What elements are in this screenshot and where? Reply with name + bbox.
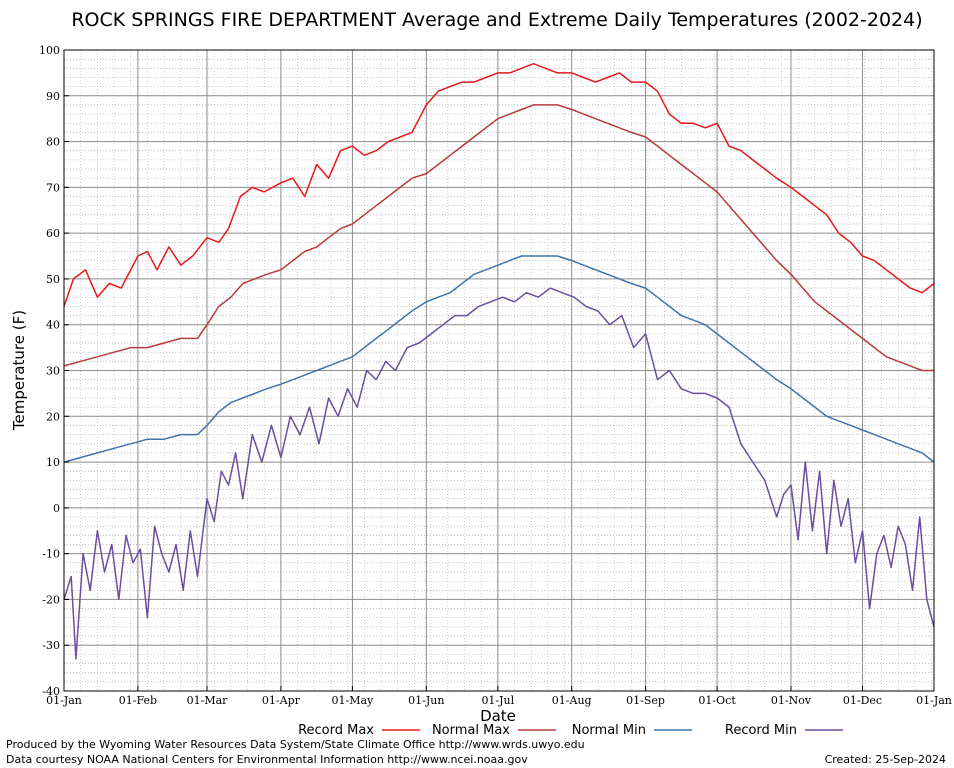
y-tick-label: 60	[46, 227, 60, 240]
legend-label: Normal Min	[572, 723, 646, 738]
x-axis-ticks: 01-Jan 01-Feb 01-Mar 01-Apr 01-May 01-Jun 01-J…	[46, 686, 952, 707]
y-tick-label: 70	[46, 181, 60, 194]
y-axis-label: Temperature (F)	[10, 310, 28, 431]
x-tick-label: 01-Nov	[771, 694, 812, 707]
series-layer	[63, 62, 935, 660]
y-tick-label: -40	[42, 685, 60, 698]
y-tick-label: 90	[46, 90, 60, 103]
x-tick-label: 01-Oct	[698, 694, 736, 707]
series-line-normal-min	[63, 255, 935, 463]
y-tick-label: 30	[46, 365, 60, 378]
footer-produced-by: Produced by the Wyoming Water Resources …	[6, 738, 585, 751]
y-axis-ticks: -40 -30 -20 -10 0 10 20 30 40 50 60 70 80 90 100	[39, 44, 69, 698]
y-tick-label: -20	[42, 593, 60, 606]
y-tick-label: 50	[46, 273, 60, 286]
minor-grid	[64, 50, 934, 691]
y-tick-label: 100	[39, 44, 60, 57]
legend: Record Max Normal Max Normal Min Record Min	[298, 723, 843, 738]
x-tick-label: 01-Jan	[916, 694, 952, 707]
legend-label: Record Min	[725, 723, 797, 738]
series-line-normal-max	[63, 104, 934, 372]
y-tick-label: 10	[46, 456, 60, 469]
x-tick-label: 01-Jul	[481, 694, 514, 707]
legend-label: Normal Max	[432, 723, 510, 738]
series-line-record-min	[63, 287, 935, 660]
x-tick-label: 01-Apr	[262, 694, 301, 707]
series-line-record-max	[63, 62, 935, 307]
legend-label: Record Max	[298, 723, 374, 738]
y-tick-label: 80	[46, 136, 60, 149]
x-tick-label: 01-Sep	[626, 694, 665, 707]
y-tick-label: 0	[53, 502, 60, 515]
x-tick-label: 01-Aug	[552, 694, 592, 707]
y-tick-label: 20	[46, 410, 60, 423]
footer-data-courtesy: Data courtesy NOAA National Centers for …	[6, 753, 528, 766]
y-tick-label: 40	[46, 319, 60, 332]
x-tick-label: 01-Mar	[187, 694, 229, 707]
chart-title: ROCK SPRINGS FIRE DEPARTMENT Average and…	[71, 9, 922, 31]
x-tick-label: 01-Dec	[843, 694, 882, 707]
x-tick-label: 01-Feb	[119, 694, 157, 707]
y-tick-label: -10	[42, 548, 60, 561]
x-axis-label: Date	[480, 707, 516, 725]
y-tick-label: -30	[42, 639, 60, 652]
x-tick-label: 01-Jan	[46, 694, 82, 707]
x-tick-label: 01-May	[332, 694, 375, 707]
x-tick-label: 01-Jun	[408, 694, 444, 707]
footer-created: Created: 25-Sep-2024	[825, 753, 946, 766]
